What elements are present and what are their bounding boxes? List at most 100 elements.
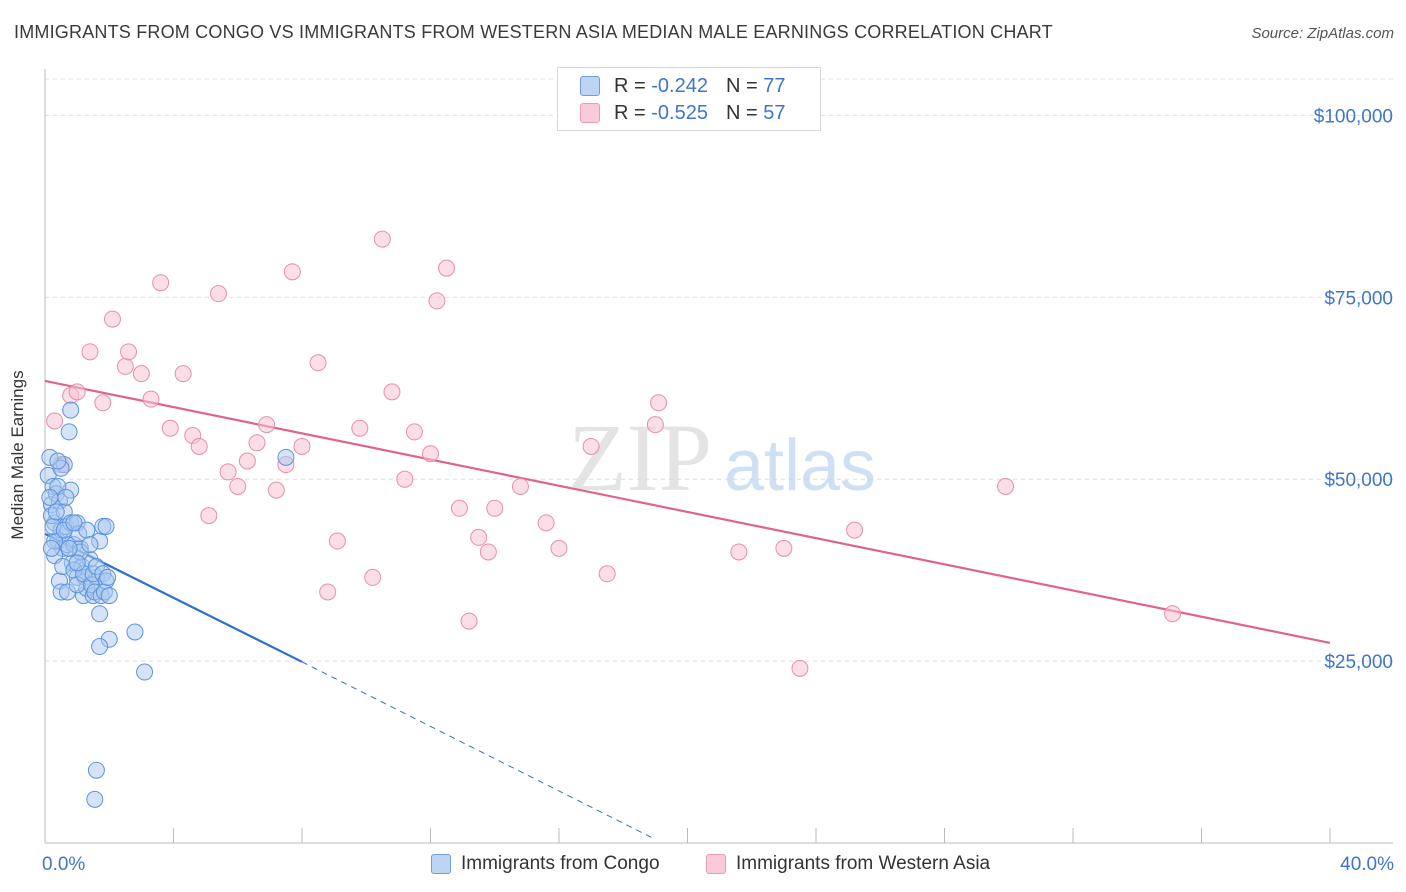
congo-point [57, 488, 75, 506]
western-asia-points [46, 230, 1182, 677]
western-asia-point [161, 419, 179, 437]
y-tick-label: $25,000 [1324, 652, 1393, 673]
congo-point [41, 488, 59, 506]
western-asia-point [309, 354, 327, 372]
congo-point [47, 503, 65, 521]
congo-point [87, 761, 105, 779]
bottom-legend-swatch-western-asia [706, 854, 726, 874]
western-asia-point [1164, 605, 1182, 623]
western-asia-point [328, 532, 346, 550]
western-asia-point [248, 434, 266, 452]
western-asia-point [351, 419, 369, 437]
western-asia-point [582, 437, 600, 455]
western-asia-point [152, 274, 170, 292]
congo-point [60, 423, 78, 441]
western-asia-point [775, 539, 793, 557]
legend-n-value-western-asia: 57 [763, 101, 786, 124]
legend-r-label: R = [614, 74, 646, 97]
western-asia-point [438, 259, 456, 277]
y-tick-label: $50,000 [1324, 470, 1393, 491]
western-asia-point [550, 539, 568, 557]
congo-point [91, 605, 109, 623]
gridlines [45, 78, 1393, 662]
legend-n-label: N = [725, 101, 758, 124]
x-tick-label: 40.0% [1340, 854, 1394, 875]
western-asia-point [68, 383, 86, 401]
western-asia-point [258, 416, 276, 434]
bottom-legend-label-congo: Immigrants from Congo [461, 853, 660, 874]
western-asia-point [422, 445, 439, 463]
legend-n-value-congo: 77 [763, 74, 786, 97]
congo-point [42, 539, 60, 557]
legend-row-congo: R = -0.242 N = 77 [580, 74, 785, 98]
western-asia-point [405, 423, 423, 441]
congo-trend-line-extension [301, 661, 656, 840]
legend-row-western-asia: R = -0.525 N = 57 [580, 101, 785, 125]
western-asia-point [486, 499, 504, 517]
bottom-legend-label-western-asia: Immigrants from Western Asia [736, 853, 991, 874]
congo-point [81, 536, 99, 554]
congo-point [126, 623, 144, 641]
congo-point [60, 539, 78, 557]
western-asia-point [846, 521, 864, 539]
western-asia-point [174, 365, 192, 383]
western-asia-point [94, 394, 112, 412]
western-asia-point [373, 230, 391, 248]
legend-n-label: N = [725, 74, 758, 97]
source-label: Source: ZipAtlas.com [1251, 25, 1394, 42]
correlation-legend: R = -0.242 N = 77 R = -0.525 N = 57 [557, 67, 821, 131]
western-asia-point [267, 481, 285, 499]
legend-r-label: R = [614, 101, 646, 124]
western-asia-point [470, 528, 488, 546]
western-asia-point [364, 568, 382, 586]
western-asia-point [537, 514, 555, 532]
western-asia-point [460, 612, 478, 630]
legend-r-value-western-asia: -0.525 [651, 101, 708, 124]
western-asia-point [116, 357, 134, 375]
western-asia-point [997, 477, 1015, 495]
western-asia-point [81, 343, 99, 361]
watermark: ZIP atlas [568, 404, 876, 511]
western-asia-point [132, 365, 150, 383]
bottom-legend-congo: Immigrants from Congo [431, 852, 660, 876]
x-tick-label: 0.0% [42, 854, 85, 875]
western-asia-point [479, 543, 497, 561]
congo-point [99, 568, 117, 586]
western-asia-point [209, 285, 227, 303]
western-asia-point [200, 507, 218, 525]
western-asia-point [511, 477, 529, 495]
congo-point [49, 452, 67, 470]
bottom-legend-western-asia: Immigrants from Western Asia [706, 852, 990, 876]
western-asia-point [450, 499, 468, 517]
western-asia-point [46, 412, 64, 430]
western-asia-point [283, 263, 301, 281]
western-asia-point [396, 470, 414, 488]
y-tick-label: $75,000 [1324, 288, 1393, 309]
congo-point [100, 587, 118, 605]
western-asia-point [598, 565, 616, 583]
western-asia-point [238, 452, 256, 470]
watermark-atlas: atlas [724, 426, 876, 506]
bottom-legend-swatch-congo [431, 854, 451, 874]
congo-point [86, 790, 104, 808]
congo-point [62, 401, 80, 419]
legend-r-value-congo: -0.242 [651, 74, 708, 97]
legend-swatch-congo [580, 76, 600, 96]
congo-point [91, 638, 109, 656]
congo-points [39, 401, 295, 808]
tick-labels: $25,000 $50,000 $75,000 $100,000 0.0% 40.0% [42, 106, 1394, 875]
western-asia-point [103, 310, 121, 328]
y-tick-label: $100,000 [1314, 106, 1393, 127]
congo-point [65, 514, 83, 532]
western-asia-point [219, 463, 237, 481]
western-asia-point [650, 394, 668, 412]
western-asia-point [319, 583, 337, 601]
western-asia-point [383, 383, 401, 401]
western-asia-point [142, 390, 160, 408]
congo-point [136, 663, 154, 681]
watermark-zip: ZIP [568, 404, 712, 511]
congo-point [97, 517, 115, 535]
western-asia-point [646, 416, 664, 434]
western-asia-point [190, 437, 208, 455]
